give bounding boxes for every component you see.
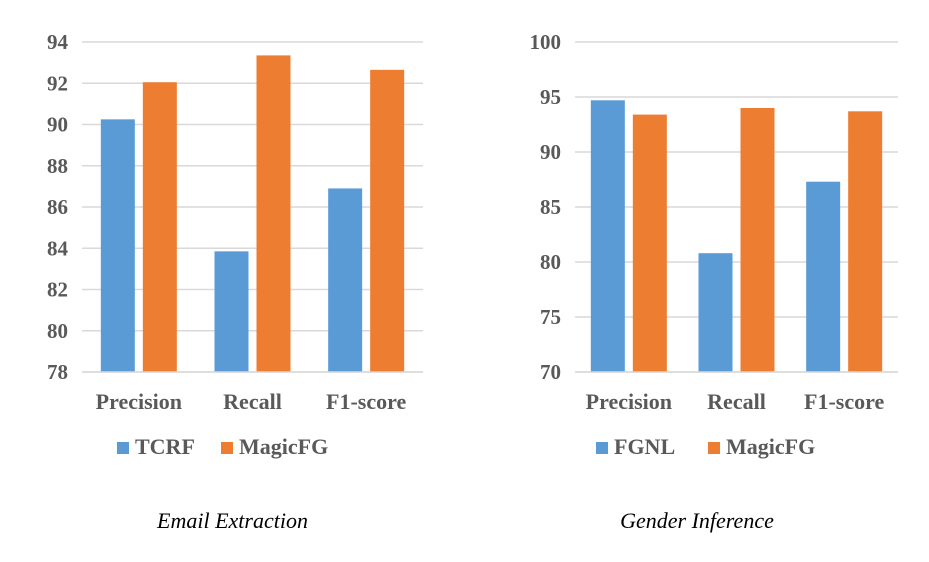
gender-legend-label-fgnl: FGNL <box>614 434 675 459</box>
email-bar-tcrf-recall <box>214 251 249 372</box>
email-y-tick-label: 94 <box>47 30 69 54</box>
gender-inference-chart: 70 75 80 85 90 95 100 Precision Recall F1-score FG… <box>465 0 929 562</box>
gender-legend-label-magicfg: MagicFG <box>726 434 815 459</box>
gender-y-tick-label: 70 <box>540 360 561 384</box>
email-legend-swatch-tcrf <box>117 442 129 454</box>
email-y-tick-label: 84 <box>47 236 69 260</box>
gender-bar-magicfg-f1-score <box>848 111 883 373</box>
email-y-tick-label: 82 <box>47 278 68 302</box>
email-extraction-plot: 78 80 82 84 86 88 90 92 94 Precision Recall F1-scor… <box>47 30 423 459</box>
gender-y-tick-label: 90 <box>540 140 561 164</box>
email-bar-tcrf-precision <box>100 119 135 372</box>
gender-x-category-label: Recall <box>707 389 766 414</box>
gender-bar-fgnl-f1-score <box>806 181 841 372</box>
gender-bar-magicfg-precision <box>632 114 667 372</box>
email-y-tick-label: 90 <box>47 113 68 137</box>
email-extraction-caption: Email Extraction <box>157 508 308 533</box>
email-x-category-label: Precision <box>96 389 182 414</box>
gender-y-tick-label: 100 <box>530 30 562 54</box>
email-y-tick-label: 86 <box>47 195 68 219</box>
email-bar-magicfg-f1-score <box>370 69 405 372</box>
email-y-tick-label: 92 <box>47 71 68 95</box>
gender-bar-magicfg-recall <box>740 108 775 372</box>
gender-x-category-label: Precision <box>586 389 672 414</box>
gender-inference-plot: 70 75 80 85 90 95 100 Precision Recall F1-score FG… <box>530 30 898 459</box>
email-y-tick-label: 88 <box>47 154 68 178</box>
email-legend-swatch-magicfg <box>221 442 233 454</box>
gender-y-tick-label: 85 <box>540 195 561 219</box>
gender-x-category-label: F1-score <box>804 389 884 414</box>
email-x-category-label: F1-score <box>326 389 406 414</box>
email-x-category-label: Recall <box>223 389 282 414</box>
gender-legend-swatch-fgnl <box>596 442 608 454</box>
email-y-tick-label: 78 <box>47 360 68 384</box>
gender-bar-fgnl-precision <box>590 100 625 373</box>
email-y-tick-label: 80 <box>47 319 68 343</box>
gender-inference-caption: Gender Inference <box>620 508 774 533</box>
gender-bar-fgnl-recall <box>698 253 733 372</box>
email-bar-magicfg-recall <box>256 55 291 372</box>
email-extraction-chart: 78 80 82 84 86 88 90 92 94 Precision Recall F1-scor… <box>47 30 423 533</box>
email-legend-label-magicfg: MagicFG <box>239 434 328 459</box>
email-bar-magicfg-precision <box>142 82 177 372</box>
gender-legend-swatch-magicfg <box>708 442 720 454</box>
gender-y-tick-label: 75 <box>540 305 561 329</box>
gender-y-tick-label: 95 <box>540 85 561 109</box>
email-bar-tcrf-f1-score <box>328 188 363 372</box>
email-legend-label-tcrf: TCRF <box>135 434 195 459</box>
gender-y-tick-label: 80 <box>540 250 561 274</box>
